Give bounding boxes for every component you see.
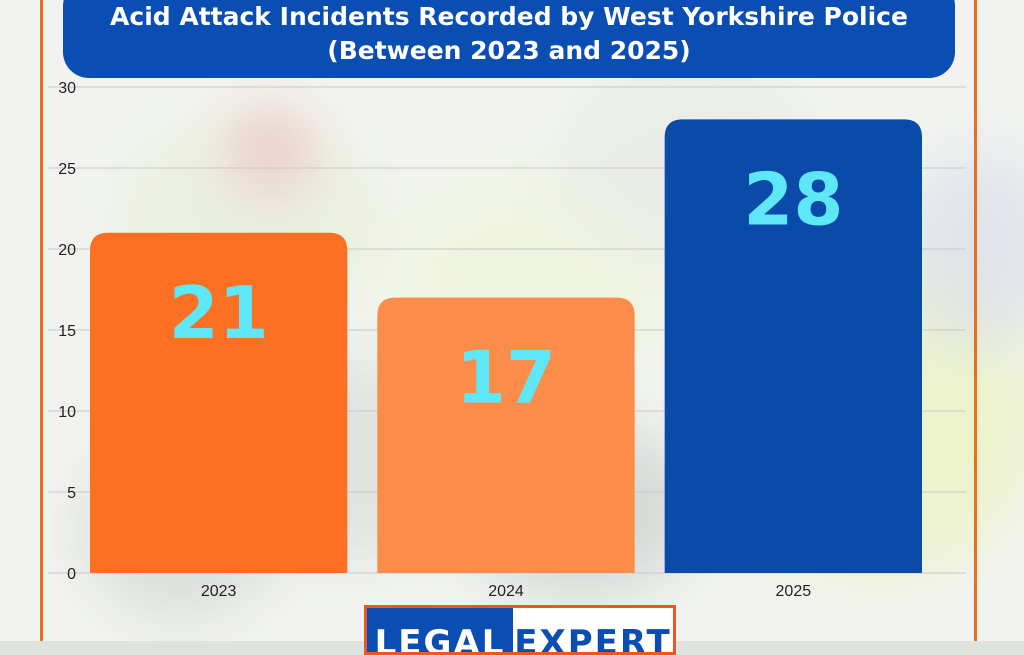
y-axis-tick-labels: 0 5 10 15 20 25 30 xyxy=(58,80,76,583)
bar-value-labels: 21 17 28 xyxy=(169,157,844,419)
bar-value-label: 21 xyxy=(169,271,269,355)
logo-left-panel: LEGAL xyxy=(367,608,513,652)
bar-2025 xyxy=(664,119,922,574)
bar-2024 xyxy=(377,297,635,573)
bars xyxy=(90,119,922,574)
chart-subtitle: (Between 2023 and 2025) xyxy=(327,36,691,65)
bar-value-label: 28 xyxy=(743,157,843,241)
y-tick-label: 10 xyxy=(58,404,76,421)
y-tick-label: 0 xyxy=(67,566,76,583)
y-tick-label: 30 xyxy=(58,80,76,97)
x-tick-label: 2025 xyxy=(776,583,812,600)
logo-right-panel: EXPERT xyxy=(513,608,673,652)
bar-2023 xyxy=(90,232,348,574)
frame-left-border xyxy=(40,0,43,641)
y-tick-label: 25 xyxy=(58,161,76,178)
chart-title: Acid Attack Incidents Recorded by West Y… xyxy=(110,2,908,31)
frame-right-border xyxy=(974,0,977,641)
legal-expert-logo: LEGAL EXPERT xyxy=(364,605,676,655)
y-tick-label: 20 xyxy=(58,242,76,259)
chart-title-banner: Acid Attack Incidents Recorded by West Y… xyxy=(63,0,955,78)
y-tick-label: 5 xyxy=(67,485,76,502)
y-tick-label: 15 xyxy=(58,323,76,340)
bar-value-label: 17 xyxy=(456,336,556,420)
x-tick-label: 2023 xyxy=(201,583,237,600)
x-axis-tick-labels: 2023 2024 2025 xyxy=(201,583,811,600)
x-tick-label: 2024 xyxy=(488,583,524,600)
